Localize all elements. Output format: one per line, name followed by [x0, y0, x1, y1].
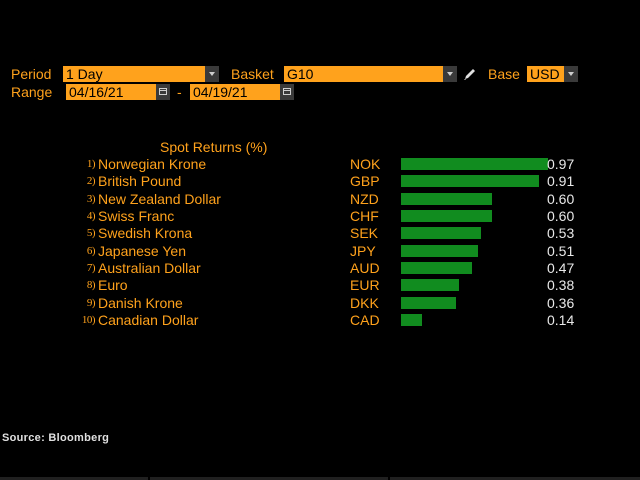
currency-name: Swedish Krona: [98, 225, 193, 241]
return-bar: [401, 210, 492, 222]
return-value: 0.53: [547, 225, 575, 241]
currency-name: British Pound: [98, 173, 182, 189]
return-value: 0.60: [547, 191, 575, 207]
bottom-edge: [0, 477, 640, 480]
range-label: Range: [11, 84, 53, 100]
rank-label: 6): [86, 245, 96, 257]
rank-label: 10): [81, 314, 96, 326]
chart-row[interactable]: 1) Norwegian Krone NOK 0.97: [0, 156, 640, 173]
return-value: 0.36: [547, 295, 575, 311]
period-label: Period: [11, 66, 52, 82]
return-bar: [401, 262, 472, 274]
return-bar: [401, 227, 481, 239]
range-start-input[interactable]: 04/16/21: [66, 84, 156, 100]
currency-code: NZD: [350, 191, 379, 207]
currency-code: GBP: [350, 173, 380, 189]
return-bar: [401, 193, 492, 205]
currency-code: EUR: [350, 277, 380, 293]
rank-label: 4): [86, 210, 96, 222]
currency-name: Swiss Franc: [98, 208, 175, 224]
rank-label: 8): [86, 279, 96, 291]
chart-row[interactable]: 8) Euro EUR 0.38: [0, 277, 640, 294]
basket-label: Basket: [231, 66, 274, 82]
return-bar: [401, 314, 422, 326]
return-bar: [401, 245, 478, 257]
range-start-calendar-icon[interactable]: [156, 84, 170, 100]
currency-code: AUD: [350, 260, 380, 276]
range-separator: -: [177, 84, 182, 100]
currency-name: Canadian Dollar: [98, 312, 199, 328]
return-value: 0.38: [547, 277, 575, 293]
currency-code: NOK: [350, 156, 381, 172]
chart-row[interactable]: 7) Australian Dollar AUD 0.47: [0, 260, 640, 277]
rank-label: 3): [86, 193, 96, 205]
chart-row[interactable]: 2) British Pound GBP 0.91: [0, 173, 640, 190]
currency-name: Norwegian Krone: [98, 156, 207, 172]
period-select[interactable]: 1 Day: [63, 66, 205, 82]
currency-name: New Zealand Dollar: [98, 191, 221, 207]
return-bar: [401, 175, 539, 187]
rank-label: 9): [86, 297, 96, 309]
range-end-calendar-icon[interactable]: [280, 84, 294, 100]
return-value: 0.97: [547, 156, 575, 172]
return-value: 0.51: [547, 243, 575, 259]
chart-title: Spot Returns (%): [160, 139, 268, 155]
period-dropdown-icon[interactable]: [205, 66, 219, 82]
return-value: 0.91: [547, 173, 575, 189]
return-bar: [401, 279, 459, 291]
currency-code: CAD: [350, 312, 380, 328]
rank-label: 2): [86, 175, 96, 187]
source-note: Source: Bloomberg: [2, 432, 110, 444]
chart-row[interactable]: 3) New Zealand Dollar NZD 0.60: [0, 191, 640, 208]
basket-dropdown-icon[interactable]: [443, 66, 457, 82]
return-bar: [401, 158, 548, 170]
chart-row[interactable]: 5) Swedish Krona SEK 0.53: [0, 225, 640, 242]
chart-row[interactable]: 6) Japanese Yen JPY 0.51: [0, 243, 640, 260]
currency-code: JPY: [350, 243, 376, 259]
base-dropdown-icon[interactable]: [564, 66, 578, 82]
base-label: Base: [488, 66, 520, 82]
chart-row[interactable]: 9) Danish Krone DKK 0.36: [0, 295, 640, 312]
chart-row[interactable]: 10) Canadian Dollar CAD 0.14: [0, 312, 640, 329]
rank-label: 1): [86, 158, 96, 170]
currency-code: DKK: [350, 295, 379, 311]
return-value: 0.14: [547, 312, 575, 328]
currency-name: Euro: [98, 277, 128, 293]
currency-code: CHF: [350, 208, 379, 224]
currency-name: Danish Krone: [98, 295, 183, 311]
currency-name: Australian Dollar: [98, 260, 201, 276]
rank-label: 7): [86, 262, 96, 274]
currency-code: SEK: [350, 225, 379, 241]
pencil-icon[interactable]: [462, 66, 478, 82]
rank-label: 5): [86, 227, 96, 239]
chart-row[interactable]: 4) Swiss Franc CHF 0.60: [0, 208, 640, 225]
range-end-input[interactable]: 04/19/21: [190, 84, 280, 100]
base-select[interactable]: USD: [527, 66, 564, 82]
return-value: 0.60: [547, 208, 575, 224]
basket-select[interactable]: G10: [284, 66, 443, 82]
currency-name: Japanese Yen: [98, 243, 186, 259]
return-value: 0.47: [547, 260, 575, 276]
return-bar: [401, 297, 456, 309]
